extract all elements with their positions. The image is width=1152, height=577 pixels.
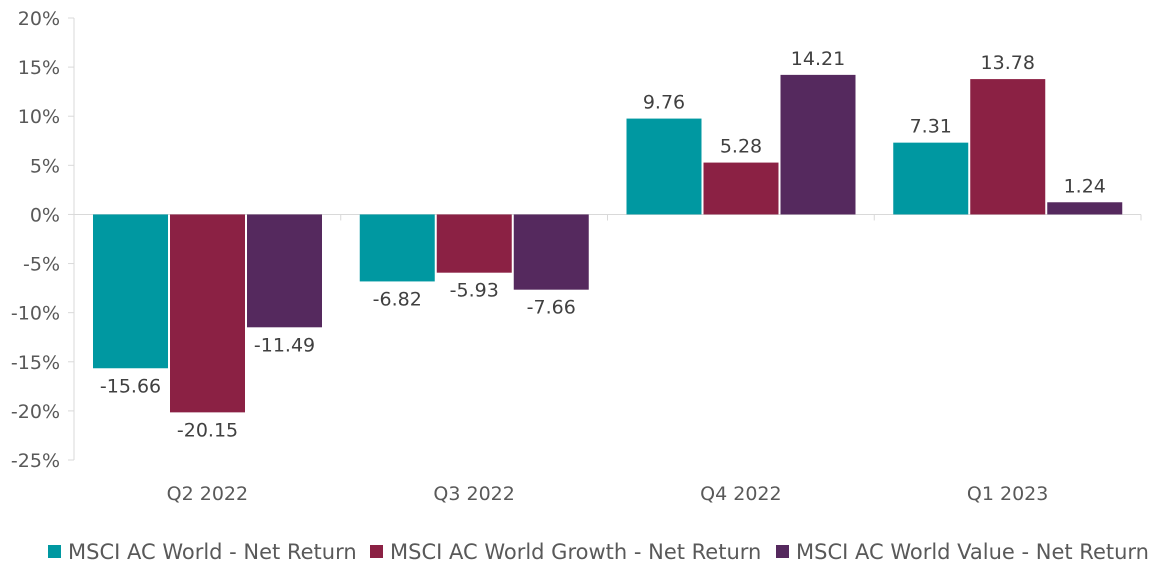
y-tick-label: 10% <box>18 106 60 128</box>
legend-swatch <box>370 545 383 558</box>
bar <box>93 214 168 369</box>
bar <box>970 79 1046 215</box>
data-label: 14.21 <box>791 48 845 70</box>
bars <box>93 74 1123 413</box>
bar <box>626 118 702 215</box>
bar <box>1047 202 1123 215</box>
y-tick-label: 0% <box>30 204 60 226</box>
data-label: 5.28 <box>720 136 762 158</box>
y-tick-label: -10% <box>11 303 60 325</box>
x-category-label: Q1 2023 <box>967 483 1048 505</box>
legend-label: MSCI AC World Value - Net Return <box>796 540 1149 564</box>
x-category-label: Q3 2022 <box>433 483 514 505</box>
x-category-label: Q4 2022 <box>700 483 781 505</box>
data-label: -11.49 <box>254 334 315 356</box>
legend-label: MSCI AC World Growth - Net Return <box>390 540 761 564</box>
bar <box>247 214 322 328</box>
legend-swatch <box>776 545 789 558</box>
data-label: -20.15 <box>177 419 238 441</box>
bar <box>780 74 856 215</box>
y-tick-label: -15% <box>11 352 60 374</box>
y-tick-label: 20% <box>18 8 60 30</box>
data-label: 1.24 <box>1064 175 1106 197</box>
bar <box>893 142 969 215</box>
data-label: 13.78 <box>981 52 1035 74</box>
bar <box>359 214 435 282</box>
y-tick-label: 15% <box>18 57 60 79</box>
bar <box>703 162 779 215</box>
x-category-label: Q2 2022 <box>167 483 248 505</box>
data-label: 7.31 <box>910 116 952 138</box>
data-label: -5.93 <box>450 280 499 302</box>
axes: 20% 15% 10% 5% 0% -5% -10% -15% -20% -25% Q2 2022 Q… <box>11 8 1142 505</box>
data-label: -6.82 <box>373 288 422 310</box>
bar <box>436 214 512 273</box>
y-tick-label: 5% <box>30 155 60 177</box>
legend: MSCI AC World - Net Return MSCI AC World … <box>48 540 1149 564</box>
y-tick-label: -25% <box>11 450 60 472</box>
data-labels: -15.66 -20.15 -11.49 -6.82 -5.93 -7.66 9.76 5.2… <box>100 48 1106 441</box>
data-label: 9.76 <box>643 92 685 114</box>
data-label: -15.66 <box>100 375 161 397</box>
bar <box>513 214 589 290</box>
y-tick-label: -5% <box>23 254 60 276</box>
y-tick-label: -20% <box>11 401 60 423</box>
legend-label: MSCI AC World - Net Return <box>68 540 357 564</box>
bar <box>170 214 245 413</box>
legend-swatch <box>48 545 61 558</box>
data-label: -7.66 <box>527 297 576 319</box>
